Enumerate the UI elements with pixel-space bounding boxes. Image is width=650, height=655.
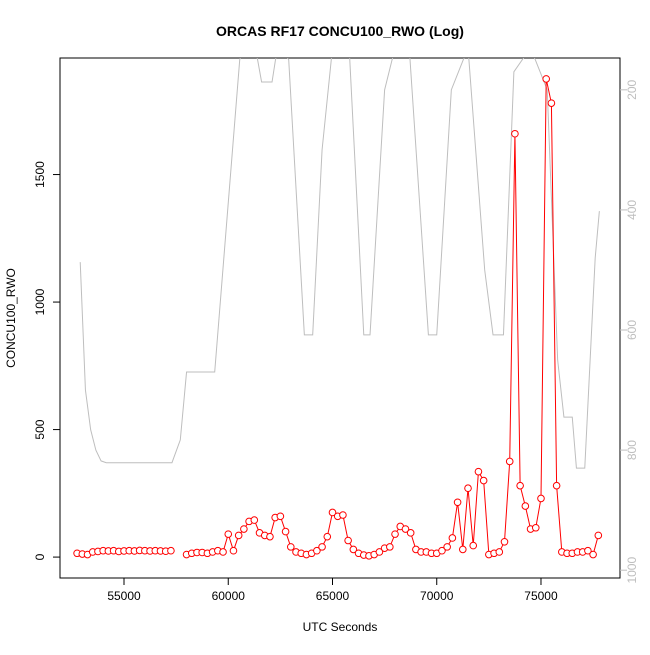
x-tick-label: 65000 (316, 589, 350, 603)
data-point (594, 531, 603, 540)
plot-area (73, 58, 603, 560)
data-point (584, 546, 592, 555)
x-tick-label: 75000 (524, 589, 558, 603)
data-point (375, 548, 384, 556)
data-point (240, 525, 248, 533)
data-point (229, 546, 238, 555)
data-point (479, 476, 488, 485)
data-point (344, 536, 352, 545)
data-point (448, 534, 457, 542)
y2-tick-label: 800 (625, 440, 639, 460)
y-tick-label: 500 (33, 419, 47, 439)
data-point (224, 530, 233, 538)
data-point (313, 546, 321, 555)
x-axis-label: UTC Seconds (303, 620, 378, 634)
data-point (531, 523, 540, 532)
y-tick-label: 1500 (33, 161, 47, 188)
data-point (349, 545, 358, 554)
data-point (589, 550, 597, 559)
x-tick-label: 70000 (420, 589, 454, 603)
data-point (234, 531, 243, 540)
data-point (453, 498, 462, 507)
x-tick-label: 60000 (212, 589, 246, 603)
data-point (276, 512, 285, 521)
data-point (281, 527, 290, 536)
y-tick-label: 1000 (33, 288, 47, 315)
data-point (443, 543, 451, 551)
data-point (328, 508, 337, 517)
data-point (552, 481, 561, 490)
data-point (474, 467, 483, 476)
data-point (438, 546, 446, 555)
series-line (79, 58, 600, 469)
y2-tick-label: 600 (625, 320, 639, 340)
data-point (386, 543, 394, 551)
x-tick-label: 55000 (107, 589, 141, 603)
data-point (537, 494, 545, 503)
data-point (516, 481, 524, 490)
data-point (511, 129, 519, 138)
data-point (547, 99, 556, 107)
data-point (469, 541, 478, 550)
data-point (219, 548, 227, 556)
data-point (167, 546, 175, 555)
data-point (250, 516, 259, 524)
data-point (401, 525, 410, 533)
y2-tick-label: 1000 (625, 557, 639, 584)
chart-title: ORCAS RF17 CONCU100_RWO (Log) (216, 23, 464, 39)
data-point (500, 537, 509, 546)
y-axis-label: CONCU100_RWO (4, 268, 18, 368)
data-point (391, 530, 399, 538)
data-point (542, 75, 550, 83)
data-point (266, 532, 274, 541)
data-point (464, 484, 472, 493)
y-tick-label: 0 (33, 553, 47, 560)
plot-frame (59, 57, 621, 579)
data-point (318, 543, 326, 551)
data-point (505, 457, 514, 466)
y2-tick-label: 400 (625, 200, 639, 220)
data-point (406, 529, 415, 537)
data-point (339, 511, 347, 519)
data-point (521, 502, 530, 510)
data-point (323, 532, 332, 541)
data-point (495, 548, 504, 556)
y2-tick-label: 200 (625, 79, 639, 99)
data-point (458, 545, 467, 554)
data-point (286, 543, 295, 551)
